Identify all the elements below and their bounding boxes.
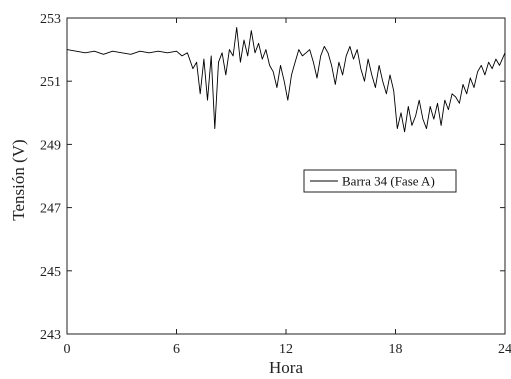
y-tick-label: 247 — [40, 202, 61, 217]
x-tick-label: 12 — [279, 342, 293, 357]
x-tick-label: 24 — [498, 342, 511, 357]
y-tick-label: 253 — [40, 12, 61, 27]
series-line — [66, 27, 506, 133]
x-tick-label: 0 — [64, 342, 71, 357]
axis-tick-labels: 0 6 12 18 24 243 245 247 249 251 253 — [40, 12, 511, 357]
y-tick-label: 243 — [40, 328, 61, 343]
y-tick-label: 251 — [40, 75, 61, 90]
y-tick-label: 245 — [40, 265, 61, 280]
x-axis-title: Hora — [269, 358, 303, 377]
y-tick-label: 249 — [40, 138, 61, 153]
legend: Barra 34 (Fase A) — [303, 169, 457, 193]
x-tick-label: 6 — [173, 342, 180, 357]
x-tick-label: 18 — [389, 342, 403, 357]
legend-box — [303, 169, 457, 193]
axis-ticks — [66, 17, 506, 335]
y-axis-title: Tensión (V) — [9, 139, 28, 220]
legend-label: Barra 34 (Fase A) — [342, 174, 435, 189]
